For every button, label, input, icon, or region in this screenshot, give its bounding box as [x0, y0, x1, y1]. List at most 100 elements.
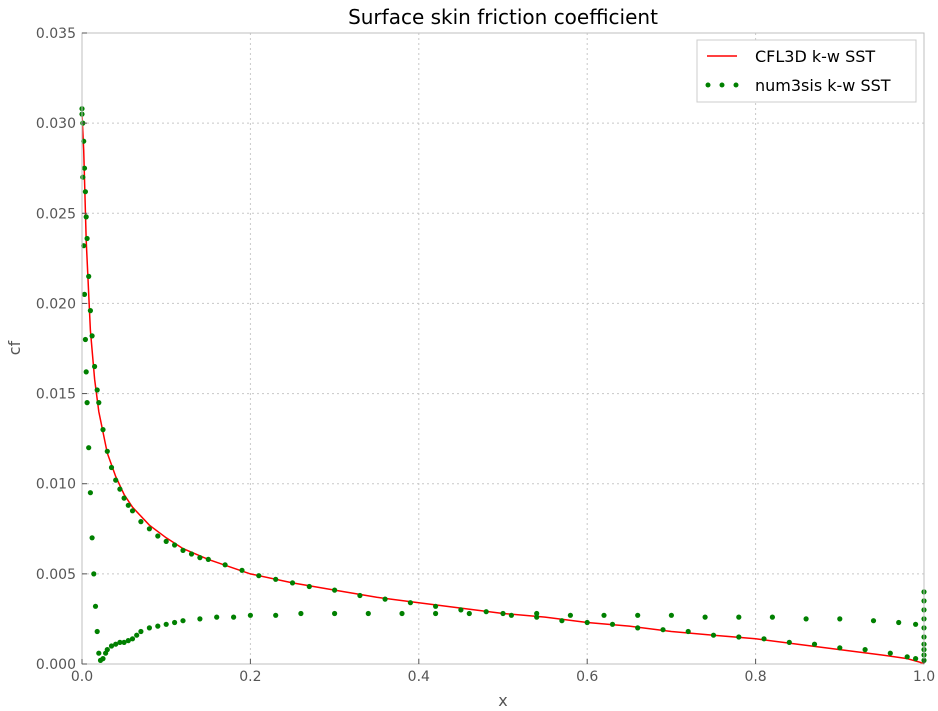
- num3sis-data-point: [121, 639, 127, 646]
- num3sis-data-point: [94, 387, 100, 393]
- num3sis-data-point: [121, 495, 127, 501]
- num3sis-data-point: [736, 614, 742, 620]
- num3sis-data-point: [534, 614, 540, 620]
- num3sis-data-point: [104, 647, 110, 653]
- num3sis-data-point: [214, 614, 220, 620]
- num3sis-data-point: [786, 639, 792, 646]
- legend-marker-swatch: [705, 82, 711, 88]
- num3sis-data-point: [407, 600, 413, 606]
- num3sis-data-point: [81, 291, 88, 297]
- x-tick-label: 0.6: [576, 669, 598, 685]
- num3sis-data-point: [180, 547, 186, 554]
- grid-layer: [82, 33, 924, 664]
- num3sis-data-point: [458, 607, 464, 613]
- num3sis-data-point: [534, 610, 540, 617]
- num3sis-data-point: [96, 650, 102, 656]
- num3sis-data-point: [129, 636, 136, 642]
- num3sis-data-point: [84, 235, 90, 242]
- num3sis-data-point: [84, 400, 90, 406]
- y-tick-label: 0.010: [36, 477, 76, 493]
- num3sis-data-point: [635, 625, 641, 631]
- series-layer: [79, 106, 927, 665]
- legend-label-num3sis: num3sis k-w SST: [755, 76, 891, 95]
- num3sis-data-point: [365, 610, 371, 617]
- y-tick-label: 0.015: [36, 387, 76, 403]
- num3sis-data-point: [222, 562, 228, 568]
- num3sis-data-point: [87, 490, 93, 496]
- num3sis-data-point: [188, 551, 195, 557]
- x-tick-label: 0.8: [744, 669, 766, 685]
- num3sis-data-point: [155, 623, 161, 629]
- num3sis-data-point: [125, 502, 131, 508]
- num3sis-data-point: [382, 596, 388, 602]
- y-tick-label: 0.005: [36, 567, 76, 583]
- num3sis-data-point: [913, 621, 919, 627]
- num3sis-data-point: [100, 656, 106, 662]
- x-axis-label: x: [498, 691, 507, 710]
- y-tick-label: 0.030: [36, 116, 76, 132]
- num3sis-data-point: [483, 609, 489, 615]
- num3sis-data-point: [239, 567, 245, 573]
- num3sis-data-point: [87, 308, 93, 314]
- x-tick-label: 0.0: [71, 669, 93, 685]
- num3sis-data-point: [332, 610, 338, 617]
- num3sis-data-point: [205, 556, 211, 563]
- num3sis-data-point: [837, 645, 843, 651]
- num3sis-data-point: [685, 628, 691, 635]
- num3sis-data-point: [870, 618, 877, 624]
- num3sis-data-point: [357, 592, 363, 599]
- num3sis-data-point: [83, 214, 89, 220]
- num3sis-data-point: [710, 632, 717, 638]
- y-tick-label: 0.000: [36, 657, 76, 673]
- num3sis-data-point: [433, 603, 439, 609]
- num3sis-data-point: [100, 427, 106, 433]
- num3sis-data-point: [86, 273, 92, 279]
- num3sis-data-point: [584, 619, 590, 626]
- num3sis-data-point: [433, 610, 439, 617]
- num3sis-data-point: [399, 610, 405, 617]
- num3sis-data-point: [172, 542, 178, 548]
- num3sis-data-point: [86, 445, 92, 451]
- num3sis-data-point: [197, 616, 203, 622]
- num3sis-data-point: [306, 583, 312, 590]
- num3sis-data-point: [155, 533, 161, 539]
- y-tick-label: 0.020: [36, 296, 76, 312]
- num3sis-data-point: [172, 619, 178, 626]
- num3sis-data-point: [668, 612, 675, 618]
- num3sis-data-point: [80, 174, 86, 180]
- num3sis-data-point: [113, 477, 119, 483]
- num3sis-data-point: [803, 616, 809, 622]
- num3sis-data-point: [761, 636, 767, 642]
- num3sis-data-point: [134, 632, 140, 638]
- num3sis-data-point: [702, 614, 708, 620]
- num3sis-data-point: [904, 654, 910, 660]
- num3sis-data-point: [163, 538, 169, 545]
- num3sis-data-point: [896, 619, 902, 626]
- legend-box: [696, 39, 917, 103]
- legend-marker-swatch: [733, 82, 739, 88]
- num3sis-data-point: [289, 580, 296, 586]
- num3sis-data-point: [273, 612, 279, 618]
- num3sis-data-point: [180, 618, 186, 624]
- legend-marker-swatch: [719, 82, 725, 88]
- num3sis-data-point: [567, 612, 574, 618]
- num3sis-data-point: [138, 519, 144, 525]
- num3sis-data-point: [811, 641, 818, 647]
- num3sis-data-point: [146, 625, 152, 631]
- num3sis-data-point: [146, 526, 152, 532]
- num3sis-data-point: [913, 656, 919, 662]
- num3sis-data-point: [887, 650, 893, 656]
- plot-frame: [81, 32, 925, 665]
- num3sis-data-point: [129, 508, 136, 514]
- x-tick-label: 0.4: [408, 669, 430, 685]
- num3sis-data-point: [117, 639, 123, 646]
- num3sis-data-point: [138, 628, 144, 635]
- y-axis-label: cf: [5, 340, 24, 355]
- num3sis-data-point: [332, 587, 338, 593]
- num3sis-data-point: [837, 616, 843, 622]
- num3sis-data-point: [247, 612, 253, 618]
- y-tick-label: 0.025: [36, 206, 76, 222]
- num3sis-data-point: [508, 612, 514, 618]
